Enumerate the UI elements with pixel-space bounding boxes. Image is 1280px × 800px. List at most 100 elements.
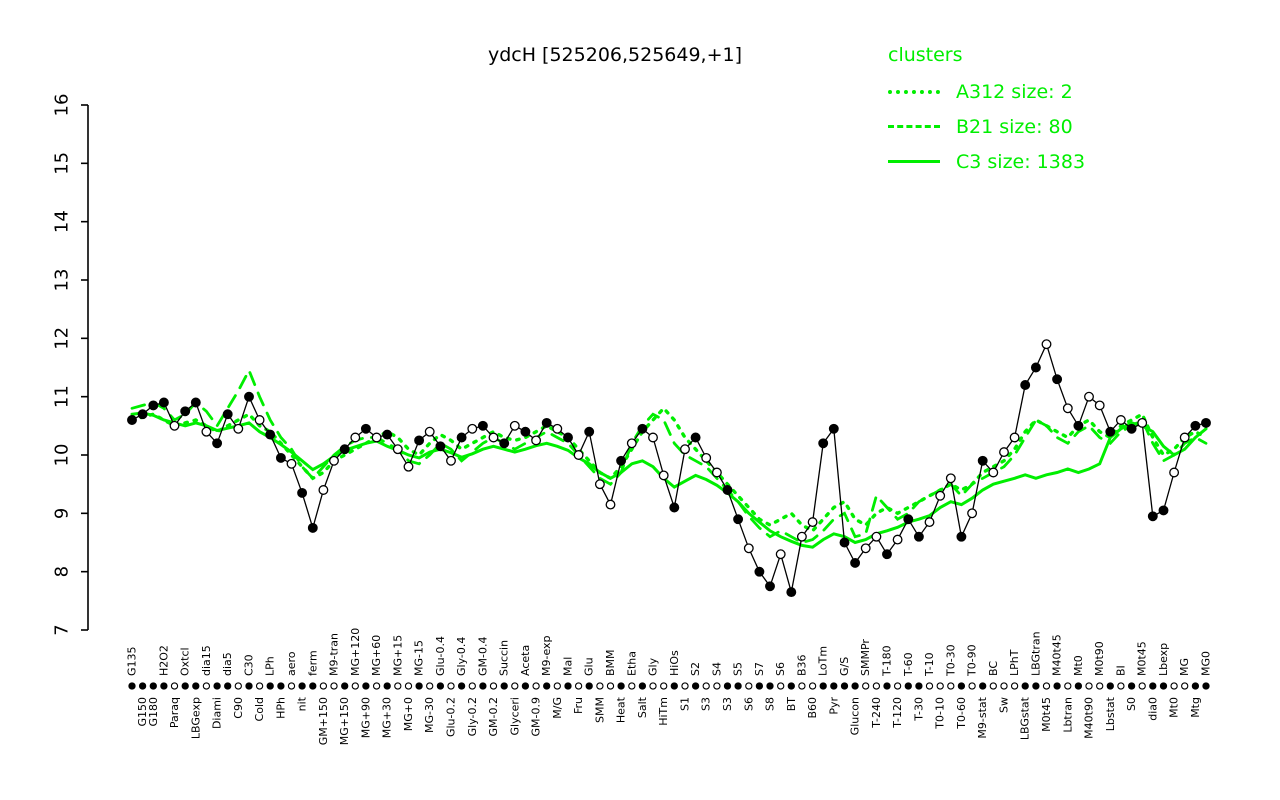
y-axis: 7 8 9 10 11 12 13 14 15 16 — [52, 94, 89, 636]
condition-label: MG+30 — [381, 697, 394, 738]
y-tick-label: 10 — [52, 444, 73, 467]
condition-dot — [426, 682, 434, 690]
condition-label: M40t45 — [1051, 634, 1064, 676]
data-point-marker — [754, 566, 765, 577]
condition-dot — [1021, 682, 1029, 690]
legend-item-b21: B21 size: 80 — [888, 109, 1085, 144]
condition-label: M9-stat — [976, 696, 989, 738]
condition-dot — [224, 682, 232, 690]
data-point-marker — [594, 479, 605, 490]
condition-dot — [1117, 682, 1125, 690]
data-point-marker — [329, 455, 339, 466]
condition-dot — [436, 682, 445, 690]
y-tick-label: 12 — [52, 327, 73, 350]
condition-label: C90 — [232, 697, 245, 719]
y-tick-label: 11 — [52, 385, 73, 408]
condition-label: Gly-0.4 — [455, 637, 468, 676]
y-tick-label: 7 — [52, 624, 73, 635]
data-point-marker — [307, 522, 318, 533]
condition-label: S8 — [764, 697, 777, 711]
condition-label: Lbexp — [1157, 643, 1170, 676]
condition-label: T-30 — [912, 697, 925, 722]
condition-label: MG+90 — [359, 697, 372, 738]
condition-label: Glu-0.2 — [445, 697, 458, 737]
condition-label: LPhT — [1008, 649, 1021, 676]
condition-label: B36 — [795, 654, 808, 676]
condition-dot — [298, 682, 306, 690]
data-point-marker — [935, 490, 946, 501]
condition-dot — [670, 682, 678, 690]
condition-dot — [1170, 682, 1178, 690]
condition-label: Mtg — [1189, 697, 1202, 718]
condition-label: T-120 — [891, 697, 904, 729]
condition-label: M0t45 — [1136, 641, 1149, 676]
condition-label: Salt — [636, 696, 649, 718]
data-point-marker — [637, 423, 648, 434]
condition-label: LBGexp — [189, 697, 202, 739]
data-point-marker — [828, 423, 839, 434]
data-point-marker — [392, 444, 403, 455]
condition-label: S3 — [721, 697, 734, 711]
data-point-marker — [786, 587, 797, 598]
data-point-marker — [1030, 362, 1041, 373]
condition-label: GM-0.4 — [476, 637, 489, 676]
condition-dot — [1138, 682, 1146, 690]
data-point-marker — [818, 438, 829, 449]
condition-label: S5 — [732, 662, 745, 676]
condition-dot — [553, 682, 561, 690]
condition-label: BI — [1114, 665, 1127, 676]
data-point-marker — [371, 432, 382, 443]
data-point-marker — [531, 435, 542, 446]
condition-dot — [617, 682, 625, 690]
condition-dot — [457, 682, 466, 690]
series-line-c3 — [130, 411, 1208, 549]
condition-dot — [319, 682, 328, 690]
series-line-b21 — [130, 367, 1208, 544]
y-tick-label: 14 — [52, 210, 73, 233]
condition-label: HiOs — [668, 650, 681, 676]
legend-item-label: A312 size: 2 — [956, 80, 1073, 103]
condition-dot — [192, 682, 200, 690]
data-point-marker — [956, 531, 967, 542]
condition-label: G180 — [147, 697, 160, 727]
condition-dot — [1159, 682, 1168, 690]
condition-dot — [681, 682, 689, 690]
data-point-marker — [967, 508, 978, 519]
condition-label: S2 — [689, 662, 702, 676]
condition-dot — [893, 682, 902, 690]
data-point-marker — [1020, 380, 1031, 390]
condition-dot — [1010, 682, 1019, 690]
data-point-marker — [435, 441, 446, 452]
condition-dot — [138, 682, 147, 690]
legend-item-a312: A312 size: 2 — [888, 74, 1085, 109]
condition-dot — [149, 682, 157, 690]
data-point-marker — [945, 473, 956, 484]
condition-label: MG0 — [1200, 651, 1213, 676]
data-point-marker — [446, 455, 456, 466]
condition-dot — [255, 682, 264, 690]
condition-label: HiTm — [657, 697, 670, 726]
condition-label: M0t90 — [1093, 641, 1106, 676]
condition-label: SMM — [593, 697, 606, 723]
condition-label: dia5 — [221, 652, 234, 676]
condition-dot — [574, 682, 583, 690]
condition-dot — [713, 682, 721, 690]
data-point-marker — [765, 581, 775, 592]
condition-dot — [628, 682, 636, 690]
condition-dot — [383, 682, 391, 690]
data-point-marker — [265, 429, 276, 440]
condition-label: HPh — [274, 697, 287, 719]
data-point-marker — [1094, 400, 1105, 411]
condition-label: T-60 — [902, 652, 915, 677]
data-point-marker — [424, 426, 435, 437]
data-point-marker — [360, 423, 371, 434]
data-point-marker — [743, 543, 754, 554]
data-point-marker — [711, 467, 722, 478]
condition-dot — [213, 682, 221, 690]
condition-label: BMM — [604, 649, 617, 676]
condition-dot — [1149, 682, 1157, 690]
condition-dot — [181, 682, 189, 690]
condition-label: S6 — [774, 662, 787, 676]
